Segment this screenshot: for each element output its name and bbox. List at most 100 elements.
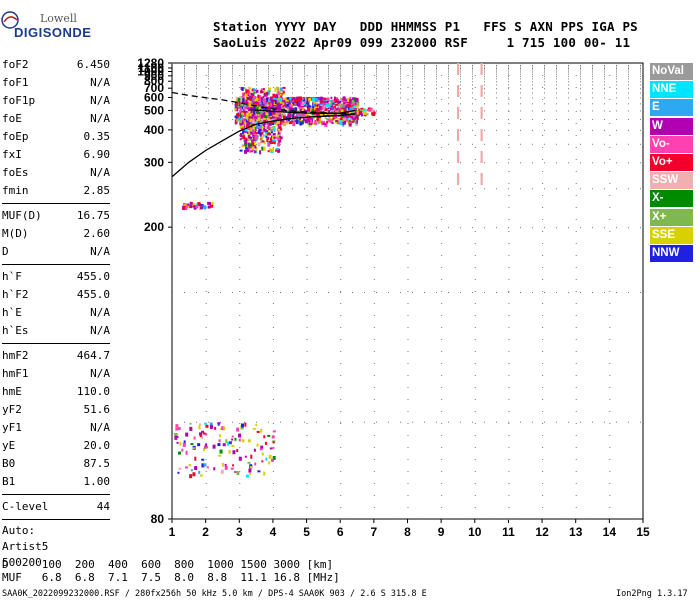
echo-point bbox=[241, 123, 244, 128]
grid-dot bbox=[532, 75, 533, 77]
echo-point bbox=[256, 101, 260, 106]
grid-dot bbox=[640, 97, 641, 99]
grid-dot bbox=[532, 110, 533, 112]
echo-point bbox=[304, 116, 307, 120]
grid-dot bbox=[407, 303, 409, 304]
echo-point bbox=[267, 99, 271, 103]
grid-dot bbox=[556, 227, 557, 229]
grid-dot bbox=[268, 292, 269, 294]
grid-dot bbox=[256, 519, 257, 520]
grid-dot bbox=[373, 327, 375, 328]
grid-dot bbox=[244, 71, 245, 73]
echo-point bbox=[332, 102, 335, 107]
grid-dot bbox=[316, 78, 317, 80]
grid-dot bbox=[412, 292, 413, 294]
x-tick-label: 10 bbox=[468, 525, 482, 539]
grid-dot bbox=[340, 387, 342, 388]
grid-dot bbox=[316, 67, 317, 69]
echo-point bbox=[286, 119, 290, 123]
grid-dot bbox=[272, 147, 274, 148]
grid-dot bbox=[205, 375, 207, 376]
echo-point bbox=[300, 112, 304, 117]
grid-dot bbox=[575, 435, 577, 436]
grid-dot bbox=[400, 63, 401, 64]
echo-point bbox=[262, 96, 265, 99]
grid-dot bbox=[388, 143, 389, 145]
grid-dot bbox=[580, 81, 581, 83]
grid-dot bbox=[568, 71, 569, 73]
grid-dot bbox=[532, 103, 533, 105]
grid-dot bbox=[604, 188, 605, 190]
grid-dot bbox=[388, 129, 389, 131]
grid-dot bbox=[604, 65, 605, 67]
grid-dot bbox=[441, 303, 443, 304]
echo-point bbox=[246, 125, 250, 128]
grid-dot bbox=[388, 188, 389, 190]
grid-dot bbox=[256, 84, 257, 86]
grid-dot bbox=[544, 81, 545, 83]
grid-dot bbox=[306, 123, 308, 124]
echo-point bbox=[325, 102, 328, 107]
echo-point bbox=[242, 135, 246, 140]
echo-point bbox=[279, 101, 283, 104]
echo-point bbox=[244, 93, 248, 97]
echo-point bbox=[183, 440, 186, 445]
echo-point bbox=[278, 148, 281, 153]
grid-dot bbox=[172, 243, 173, 244]
grid-dot bbox=[244, 162, 245, 164]
grid-dot bbox=[364, 227, 365, 229]
grid-dot bbox=[376, 519, 377, 520]
grid-dot bbox=[556, 75, 557, 77]
grid-dot bbox=[604, 81, 605, 83]
grid-dot bbox=[407, 279, 409, 280]
grid-dot bbox=[373, 195, 375, 196]
grid-dot bbox=[580, 292, 581, 294]
grid-dot bbox=[184, 84, 185, 86]
echo-point bbox=[244, 149, 248, 154]
echo-point bbox=[242, 92, 246, 95]
param-row: h`F2 455.0 bbox=[2, 286, 110, 304]
param-row: MUF(D) 16.75 bbox=[2, 207, 110, 225]
echo-point bbox=[240, 87, 243, 91]
x-tick-label: 3 bbox=[236, 525, 243, 539]
grid-dot bbox=[272, 423, 274, 424]
grid-dot bbox=[196, 67, 197, 69]
param-value: 6.90 bbox=[83, 148, 111, 161]
grid-dot bbox=[205, 231, 207, 232]
echo-point bbox=[199, 434, 202, 438]
grid-dot bbox=[609, 303, 611, 304]
grid-dot bbox=[575, 75, 577, 76]
grid-dot bbox=[508, 103, 509, 105]
grid-dot bbox=[205, 267, 207, 268]
echo-point bbox=[201, 463, 205, 468]
echo-point bbox=[277, 131, 281, 135]
grid-dot bbox=[436, 88, 437, 90]
divider bbox=[2, 343, 110, 344]
legend-item: Vo- bbox=[650, 135, 693, 153]
echo-point bbox=[313, 100, 316, 104]
grid-dot bbox=[196, 75, 197, 77]
grid-dot bbox=[388, 292, 389, 294]
echo-point bbox=[247, 117, 250, 121]
grid-dot bbox=[441, 87, 443, 88]
grid-dot bbox=[376, 227, 377, 229]
echo-point bbox=[263, 100, 267, 104]
grid-dot bbox=[352, 69, 353, 71]
grid-dot bbox=[373, 507, 375, 508]
grid-dot bbox=[208, 84, 209, 86]
grid-dot bbox=[205, 291, 207, 292]
grid-dot bbox=[292, 67, 293, 69]
grid-dot bbox=[592, 162, 593, 164]
grid-dot bbox=[424, 66, 425, 68]
grid-dot bbox=[388, 69, 389, 71]
grid-dot bbox=[448, 129, 449, 131]
echo-point bbox=[270, 141, 274, 144]
grid-dot bbox=[340, 65, 341, 67]
grid-dot bbox=[544, 129, 545, 131]
grid-dot bbox=[542, 207, 544, 208]
grid-dot bbox=[340, 507, 342, 508]
param-row: h`Es N/A bbox=[2, 322, 110, 340]
grid-dot bbox=[208, 129, 209, 131]
grid-dot bbox=[568, 97, 569, 99]
grid-dot bbox=[232, 129, 233, 131]
